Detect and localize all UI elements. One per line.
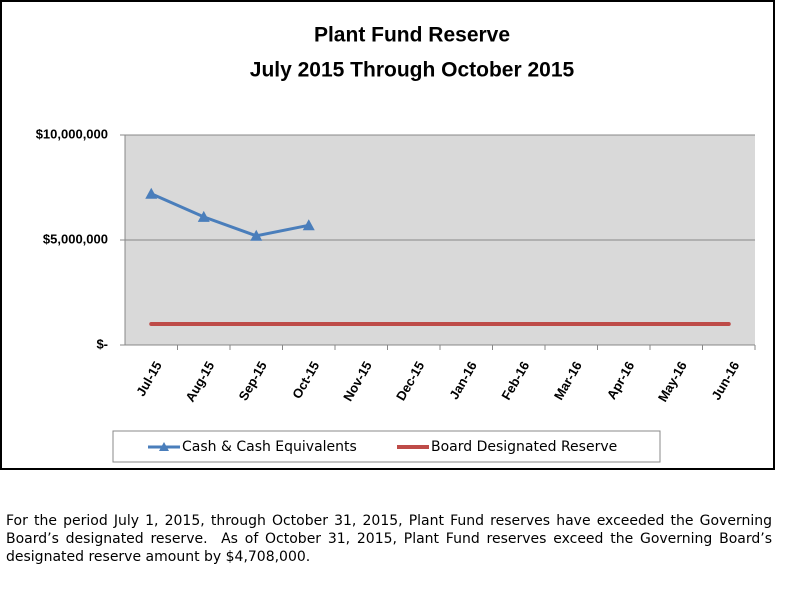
marker <box>197 210 210 222</box>
marker <box>145 187 158 199</box>
chart: Plant Fund Reserve July 2015 Through Oct… <box>0 0 775 470</box>
legend-label: Cash & Cash Equivalents <box>182 439 357 455</box>
legend-marker <box>159 442 169 451</box>
chart-title: Plant Fund Reserve <box>314 24 510 47</box>
paragraph: For the period July 1, 2015, through Oct… <box>6 513 777 565</box>
line <box>149 192 311 238</box>
legend <box>112 430 661 463</box>
legend-label: Board Designated Reserve <box>431 439 617 455</box>
y-tick-label: $10,000,000 <box>36 126 108 141</box>
chart-subtitle: July 2015 Through October 2015 <box>250 59 575 82</box>
y-tick-label: $- <box>96 336 108 351</box>
marker <box>250 229 263 241</box>
marker <box>302 219 315 231</box>
y-tick-label: $5,000,000 <box>43 231 108 246</box>
